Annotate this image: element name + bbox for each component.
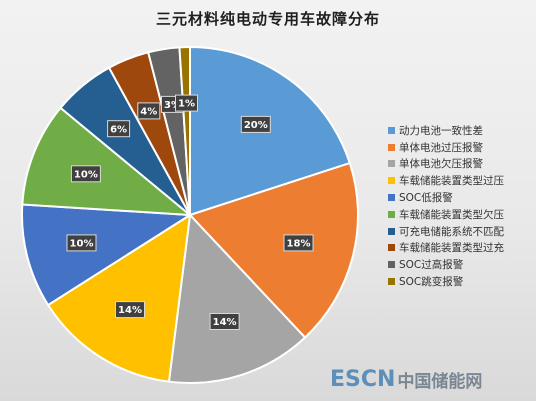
legend-label: 可充电储能系统不匹配	[399, 225, 504, 238]
slice-label-box	[137, 102, 161, 120]
legend-swatch	[388, 210, 395, 218]
slice-label-text: 10%	[70, 239, 94, 250]
legend-label: 单体电池过压报警	[399, 141, 483, 154]
legend-swatch	[388, 261, 395, 269]
slice-label-box	[70, 165, 101, 183]
slice-label-text: 14%	[213, 317, 237, 328]
chart-title: 三元材料纯电动专用车故障分布	[155, 10, 380, 28]
pie-slice-3	[167, 212, 307, 385]
slice-label-box	[240, 115, 271, 133]
slice-label-7: 6%	[107, 120, 131, 138]
pie-slice-4	[46, 213, 192, 383]
legend-item-3: 单体电池欠压报警	[388, 156, 533, 173]
legend-label: SOC跳变报警	[399, 276, 464, 289]
slice-label-3: 14%	[209, 313, 240, 330]
pie-slice-10	[178, 45, 191, 216]
legend-item-1: 动力电池一致性差	[388, 122, 533, 139]
chart-legend: 动力电池一致性差 单体电池过压报警 单体电池欠压报警车载储能装置类型过压 SOC低报警…	[388, 122, 533, 290]
legend-item-6: 车载储能装置类型欠压	[388, 206, 533, 223]
slice-label-8: 4%	[137, 102, 161, 120]
legend-label: 单体电池欠压报警	[399, 158, 483, 171]
pie-slice-5	[20, 203, 194, 307]
slice-label-4: 14%	[115, 301, 145, 319]
legend-swatch	[388, 143, 395, 151]
pie-slice-2	[188, 161, 360, 339]
slice-label-box	[175, 94, 198, 112]
legend-item-9: SOC过高报警	[388, 256, 533, 273]
legend-swatch	[388, 194, 395, 202]
legend-item-10: SOC跳变报警	[388, 273, 533, 290]
slice-label-text: 3%	[164, 100, 181, 111]
slice-label-text: 1%	[178, 99, 195, 110]
legend-label: SOC低报警	[399, 192, 453, 205]
slice-label-box	[107, 120, 131, 138]
slice-label-1: 20%	[240, 115, 271, 133]
legend-swatch	[388, 227, 395, 235]
legend-label: 车载储能装置类型过压	[399, 175, 504, 188]
slice-label-5: 10%	[66, 234, 97, 252]
slice-label-text: 18%	[287, 239, 311, 250]
pie-slice-6	[21, 106, 194, 217]
legend-item-5: SOC低报警	[388, 189, 533, 206]
legend-swatch	[388, 177, 395, 185]
slice-label-6: 10%	[70, 165, 101, 183]
slice-label-10: 1%	[175, 94, 198, 112]
slice-label-text: 10%	[74, 169, 98, 180]
legend-swatch	[388, 278, 395, 286]
legend-item-7: 可充电储能系统不匹配	[388, 223, 533, 240]
watermark-brand: ESCN	[330, 366, 396, 392]
watermark-text: 中国储能网	[397, 371, 483, 392]
slice-label-text: 20%	[244, 120, 268, 131]
legend-swatch	[388, 244, 395, 252]
legend-item-4: 车载储能装置类型过压	[388, 172, 533, 189]
legend-label: SOC过高报警	[399, 259, 464, 272]
legend-item-2: 单体电池过压报警	[388, 139, 533, 156]
slice-label-box	[283, 234, 314, 252]
slice-label-box	[66, 234, 97, 252]
slice-label-text: 4%	[140, 107, 157, 118]
legend-swatch	[388, 126, 395, 134]
legend-swatch	[388, 160, 395, 168]
legend-label: 车载储能装置类型欠压	[399, 208, 504, 221]
legend-label: 动力电池一致性差	[399, 124, 483, 137]
slice-label-box	[115, 301, 145, 319]
slice-label-2: 18%	[283, 234, 314, 252]
slice-label-text: 6%	[110, 124, 127, 135]
slice-label-box	[209, 313, 240, 330]
legend-item-8: 车载储能装置类型过充	[388, 240, 533, 257]
legend-label: 车载储能装置类型过充	[399, 242, 504, 255]
watermark: ESCN 中国储能网	[330, 364, 530, 394]
slice-label-text: 14%	[118, 305, 142, 316]
